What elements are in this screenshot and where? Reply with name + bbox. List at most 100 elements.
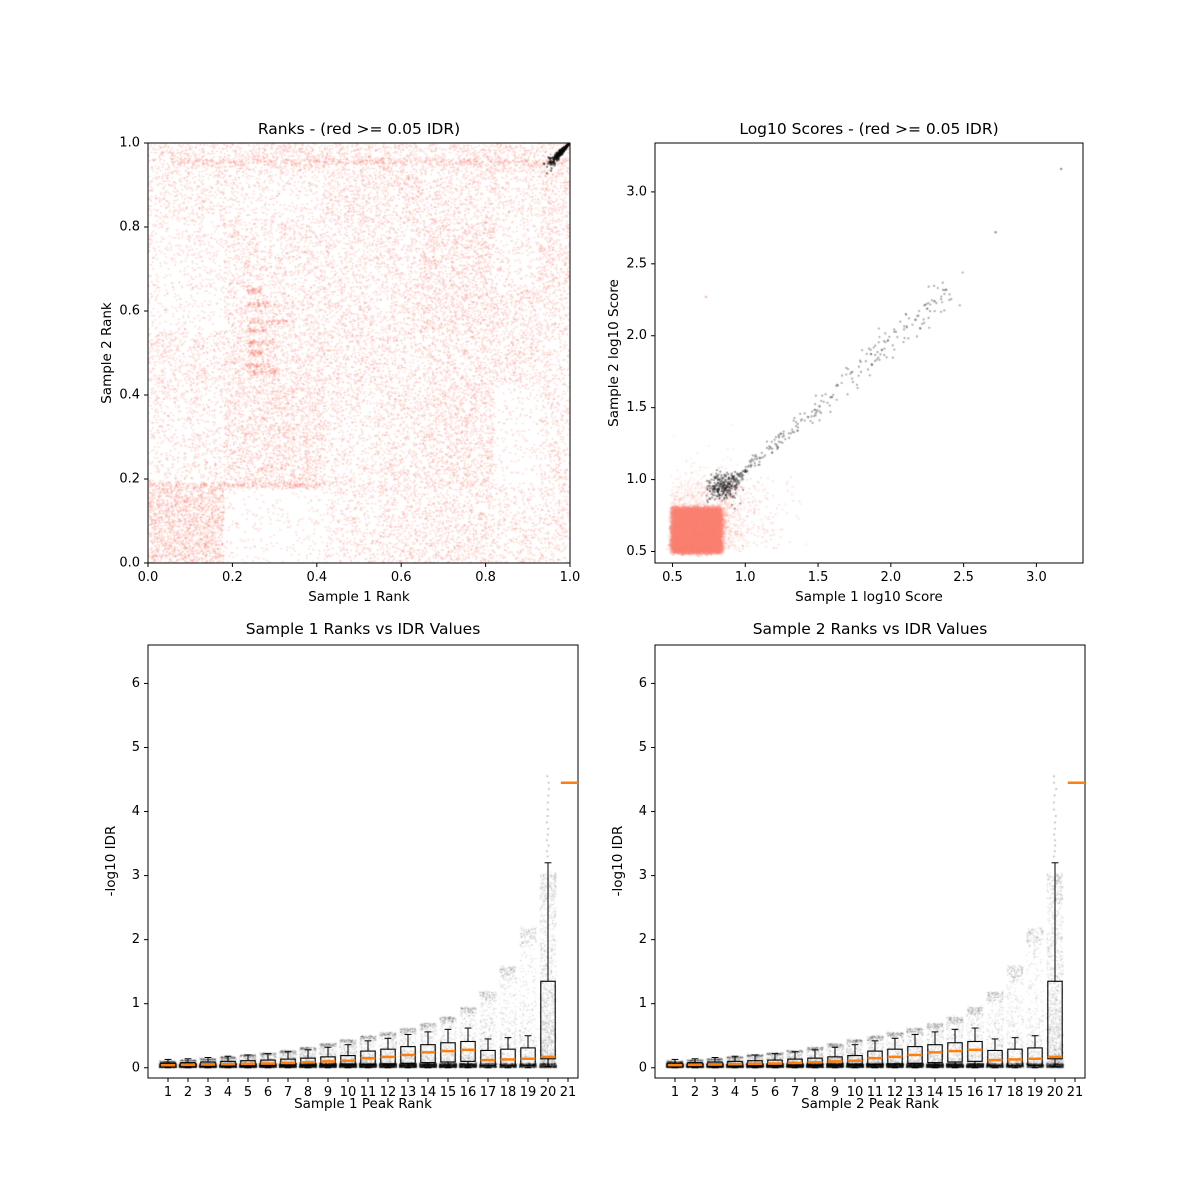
x-tick-label: 20 — [540, 1085, 557, 1100]
x-tick-label: 18 — [500, 1085, 517, 1100]
y-tick-label: 4 — [132, 804, 140, 819]
x-tick-label: 1 — [164, 1085, 172, 1100]
ylabel-neglog10-idr-2: -log10 IDR — [610, 825, 626, 897]
x-tick-label: 12 — [887, 1085, 904, 1100]
y-tick-label: 1 — [639, 996, 647, 1011]
x-tick-label: 0.5 — [662, 570, 683, 585]
y-tick-label: 0.0 — [119, 556, 140, 571]
y-tick-label: 6 — [639, 676, 647, 691]
y-tick-label: 1.5 — [626, 400, 647, 415]
title-sample2-idr: Sample 2 Ranks vs IDR Values — [752, 620, 988, 638]
y-tick-label: 0 — [639, 1060, 647, 1075]
y-tick-label: 5 — [639, 740, 647, 755]
xlabel-sample1-score: Sample 1 log10 Score — [795, 589, 943, 605]
x-tick-label: 9 — [831, 1085, 839, 1100]
x-tick-label: 13 — [907, 1085, 924, 1100]
x-tick-label: 1.5 — [808, 570, 829, 585]
box-rank-18 — [500, 1048, 516, 1067]
x-tick-label: 10 — [847, 1085, 864, 1100]
ylabel-sample2-score: Sample 2 log10 Score — [606, 279, 622, 427]
y-tick-label: 3 — [639, 868, 647, 883]
y-tick-label: 3 — [132, 868, 140, 883]
x-tick-label: 11 — [360, 1085, 377, 1100]
x-tick-label: 3 — [711, 1085, 719, 1100]
plot-border-ranks_scatter — [147, 142, 571, 564]
x-tick-label: 14 — [927, 1085, 944, 1100]
x-tick-label: 0.6 — [391, 570, 412, 585]
y-tick-label: 1 — [132, 996, 140, 1011]
x-tick-label: 8 — [304, 1085, 312, 1100]
x-tick-label: 10 — [340, 1085, 357, 1100]
x-tick-label: 0.2 — [222, 570, 243, 585]
box-rank-16 — [967, 1040, 983, 1062]
y-tick-label: 3.0 — [626, 184, 647, 199]
x-tick-label: 0.8 — [475, 570, 496, 585]
x-tick-label: 2 — [691, 1085, 699, 1100]
x-tick-label: 15 — [440, 1085, 457, 1100]
x-tick-label: 14 — [420, 1085, 437, 1100]
title-ranks: Ranks - (red >= 0.05 IDR) — [257, 120, 461, 138]
ylabel-neglog10-idr-1: -log10 IDR — [103, 825, 119, 897]
box-rank-15 — [440, 1042, 456, 1063]
box-rank-14 — [420, 1044, 436, 1064]
y-tick-label: 4 — [639, 804, 647, 819]
x-tick-label: 15 — [947, 1085, 964, 1100]
x-tick-label: 2.0 — [880, 570, 901, 585]
xlabel-sample1-peak-rank: Sample 1 Peak Rank — [294, 1096, 432, 1112]
ylabel-sample2-rank: Sample 2 Rank — [99, 302, 115, 404]
x-tick-label: 5 — [751, 1085, 759, 1100]
box-rank-19 — [1027, 1047, 1043, 1066]
x-tick-label: 1.0 — [735, 570, 756, 585]
x-tick-label: 8 — [811, 1085, 819, 1100]
y-tick-label: 0.2 — [119, 472, 140, 487]
y-tick-label: 0.6 — [119, 304, 140, 319]
box-rank-14 — [927, 1044, 943, 1064]
y-tick-label: 0 — [132, 1060, 140, 1075]
y-tick-label: 0.5 — [626, 544, 647, 559]
y-tick-label: 1.0 — [119, 136, 140, 151]
x-tick-label: 16 — [967, 1085, 984, 1100]
x-tick-label: 7 — [284, 1085, 292, 1100]
x-tick-label: 13 — [400, 1085, 417, 1100]
x-tick-label: 0.0 — [138, 570, 159, 585]
x-tick-label: 20 — [1047, 1085, 1064, 1100]
box-rank-20 — [1047, 980, 1063, 1060]
box-rank-20 — [540, 980, 556, 1060]
box-rank-17 — [480, 1049, 496, 1067]
box-rank-19 — [520, 1047, 536, 1066]
x-tick-label: 0.4 — [306, 570, 327, 585]
plot-border-idr_vs_rank_sample1 — [147, 644, 579, 1079]
plot-border-idr_vs_rank_sample2 — [654, 644, 1086, 1079]
title-sample1-idr: Sample 1 Ranks vs IDR Values — [245, 620, 481, 638]
x-tick-label: 6 — [771, 1085, 779, 1100]
y-tick-label: 2 — [132, 932, 140, 947]
x-tick-label: 1.0 — [560, 570, 581, 585]
x-tick-label: 21 — [560, 1085, 577, 1100]
x-tick-label: 17 — [987, 1085, 1004, 1100]
box-rank-16 — [460, 1040, 476, 1062]
x-tick-label: 4 — [224, 1085, 232, 1100]
x-tick-label: 17 — [480, 1085, 497, 1100]
x-tick-label: 19 — [1027, 1085, 1044, 1100]
x-tick-label: 2 — [184, 1085, 192, 1100]
x-tick-label: 1 — [671, 1085, 679, 1100]
title-log10-scores: Log10 Scores - (red >= 0.05 IDR) — [739, 120, 999, 138]
y-tick-label: 6 — [132, 676, 140, 691]
y-tick-label: 0.4 — [119, 388, 140, 403]
y-tick-label: 1.0 — [626, 472, 647, 487]
box-rank-15 — [947, 1042, 963, 1063]
x-tick-label: 2.5 — [953, 570, 974, 585]
x-tick-label: 3.0 — [1026, 570, 1047, 585]
x-tick-label: 5 — [244, 1085, 252, 1100]
plot-border-scores_scatter — [654, 142, 1084, 564]
x-tick-label: 3 — [204, 1085, 212, 1100]
x-tick-label: 4 — [731, 1085, 739, 1100]
x-tick-label: 16 — [460, 1085, 477, 1100]
y-tick-label: 2.0 — [626, 328, 647, 343]
y-tick-label: 2 — [639, 932, 647, 947]
xlabel-sample2-peak-rank: Sample 2 Peak Rank — [801, 1096, 939, 1112]
x-tick-label: 7 — [791, 1085, 799, 1100]
